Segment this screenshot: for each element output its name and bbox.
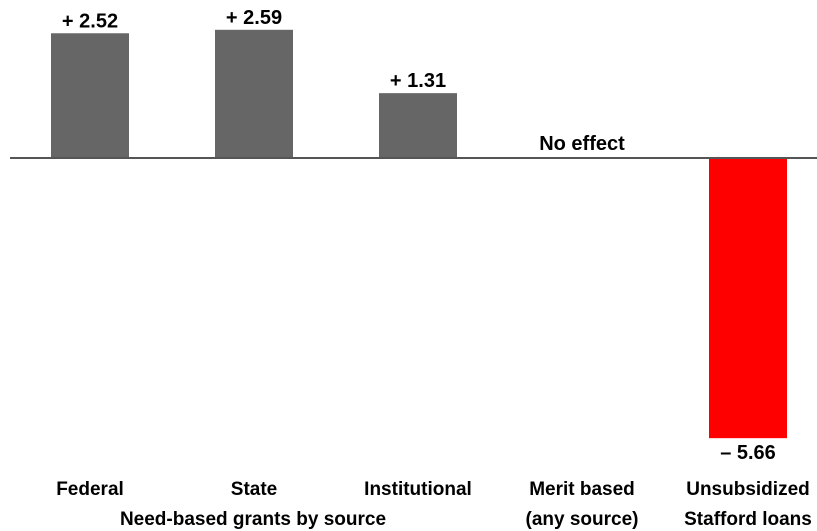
category-label: Institutional (364, 479, 472, 500)
category-label: Merit based (529, 479, 635, 500)
value-label: – 5.66 (720, 442, 776, 464)
category-label-line2: Stafford loans (684, 509, 812, 530)
value-label: + 2.52 (62, 10, 118, 32)
value-label: + 1.31 (390, 70, 446, 92)
value-labels-layer: + 2.52 + 2.59 + 1.31 No effect – 5.66 (62, 7, 776, 464)
category-label-line2: (any source) (526, 509, 639, 530)
bars-layer (51, 29, 787, 439)
group-label: Need-based grants by source (120, 509, 386, 530)
bar-unsubsidized (709, 158, 787, 439)
category-label: Federal (56, 479, 124, 500)
value-label: No effect (539, 133, 625, 155)
bar-state (215, 29, 293, 159)
category-label: State (231, 479, 277, 500)
category-label: Unsubsidized (686, 479, 810, 500)
category-labels-layer: Federal State Institutional Merit based (any… (56, 479, 812, 530)
value-label: + 2.59 (226, 7, 282, 29)
bar-institutional (379, 93, 457, 158)
bar-federal (51, 33, 129, 159)
